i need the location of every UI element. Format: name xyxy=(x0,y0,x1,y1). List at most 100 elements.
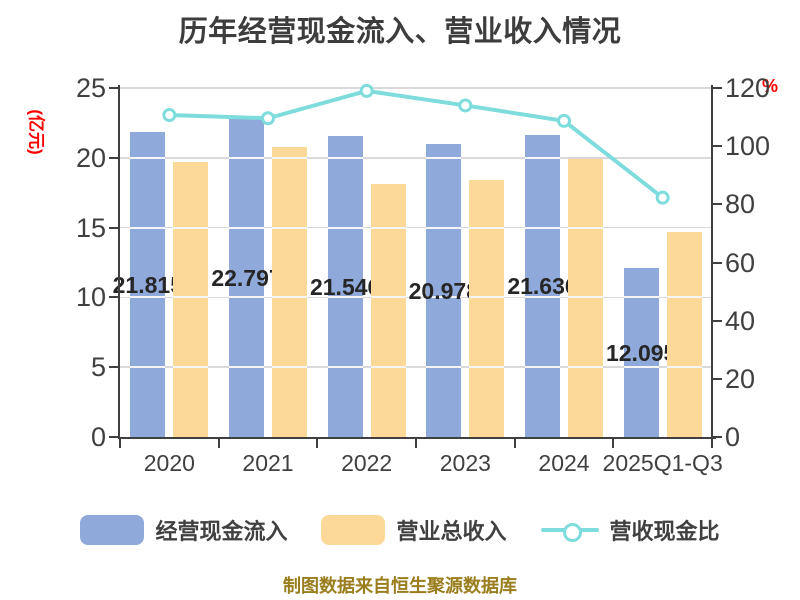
bar-cash-inflow-2025Q1-Q3[interactable] xyxy=(623,268,659,437)
right-axis-tick xyxy=(713,87,722,89)
legend-swatch-total-revenue xyxy=(321,515,386,545)
right-axis-tick-label: 120 xyxy=(725,73,771,103)
bar-value-label-2023: 20.978 xyxy=(408,277,479,304)
right-axis-tick-label: 20 xyxy=(725,363,756,394)
right-axis-tick-label: 0 xyxy=(725,422,741,452)
x-axis-tick xyxy=(415,439,417,448)
gridline-over-bar xyxy=(327,226,363,229)
gridline-over-bar xyxy=(130,366,166,369)
left-axis-tick xyxy=(109,87,118,89)
right-axis-tick-label: 100 xyxy=(725,131,771,162)
left-axis-tick xyxy=(109,156,118,159)
gridline-over-bar xyxy=(426,366,462,369)
left-axis-tick xyxy=(109,366,118,369)
gridline-over-bar xyxy=(173,226,209,229)
x-axis-tick xyxy=(217,439,220,448)
gridline-over-bar xyxy=(370,296,406,299)
gridline-over-bar xyxy=(327,156,363,159)
ratio-marker-2025Q1-Q3[interactable] xyxy=(655,190,670,205)
legend-line-marker-icon xyxy=(540,515,599,545)
gridline-over-bar xyxy=(426,226,462,229)
ratio-marker-2021[interactable] xyxy=(261,111,275,126)
legend-label-cash-ratio: 营收现金比 xyxy=(609,519,720,544)
left-axis-tick xyxy=(109,296,118,299)
bar-total-revenue-2022[interactable] xyxy=(370,184,406,437)
bar-total-revenue-2023[interactable] xyxy=(469,180,505,437)
gridline-over-bar xyxy=(568,296,603,299)
gridline-over-bar xyxy=(130,226,166,229)
gridline-over-bar xyxy=(426,296,462,299)
gridline xyxy=(120,226,712,229)
x-axis-label-2024: 2024 xyxy=(538,450,590,476)
bar-total-revenue-2020[interactable] xyxy=(173,161,209,437)
bar-total-revenue-2025Q1-Q3[interactable] xyxy=(666,231,702,437)
ratio-marker-2023[interactable] xyxy=(458,98,473,113)
gridline-over-bar xyxy=(229,366,264,369)
gridline-over-bar xyxy=(525,156,560,159)
bar-total-revenue-2024[interactable] xyxy=(568,159,603,437)
left-axis-tick-label: 15 xyxy=(75,212,106,243)
gridline-over-bar xyxy=(525,226,560,229)
gridline-over-bar xyxy=(130,296,166,299)
legend-swatch-cash-inflow xyxy=(80,515,145,545)
left-axis-tick-label: 10 xyxy=(75,282,106,313)
right-axis-tick-label: 60 xyxy=(725,247,756,278)
bar-value-label-2025Q1-Q3: 12.095 xyxy=(605,339,677,366)
x-axis-tick xyxy=(612,439,615,448)
gridline-over-bar xyxy=(229,156,264,159)
x-axis-tick xyxy=(316,439,319,448)
x-axis-line xyxy=(118,437,716,439)
left-axis-tick xyxy=(109,226,118,229)
x-axis-tick xyxy=(119,439,121,448)
right-axis-tick-label: 80 xyxy=(725,189,756,220)
ratio-marker-2024[interactable] xyxy=(557,113,571,128)
left-axis-tick-label: 0 xyxy=(90,422,106,452)
gridline-over-bar xyxy=(666,296,702,299)
right-axis-tick xyxy=(713,436,722,438)
bar-value-label-2020: 21.815 xyxy=(112,271,183,298)
gridline-over-bar xyxy=(229,296,264,299)
x-axis-label-2021: 2021 xyxy=(242,450,294,476)
gridline-over-bar xyxy=(272,296,307,299)
x-axis-tick xyxy=(513,439,516,448)
right-axis-tick xyxy=(713,319,722,322)
legend-item-cash-ratio[interactable]: 营收现金比 xyxy=(540,514,720,546)
right-axis-tick xyxy=(713,203,722,206)
gridline-over-bar xyxy=(426,156,462,159)
gridline-over-bar xyxy=(623,366,659,369)
gridline-over-bar xyxy=(469,226,505,229)
gridline xyxy=(120,366,712,368)
gridline-over-bar xyxy=(327,366,363,369)
gridline-over-bar xyxy=(370,226,406,229)
legend: 经营现金流入 营业总收入 营收现金比 xyxy=(0,514,800,546)
ratio-marker-2020[interactable] xyxy=(162,108,177,123)
gridline xyxy=(120,157,712,159)
bar-value-label-2022: 21.546 xyxy=(309,273,381,300)
gridline-over-bar xyxy=(272,226,307,229)
gridline-over-bar xyxy=(272,366,307,369)
gridline-over-bar xyxy=(130,156,166,159)
legend-label-cash-inflow: 经营现金流入 xyxy=(155,519,288,544)
gridline-over-bar xyxy=(469,296,505,299)
bar-cash-inflow-2020[interactable] xyxy=(130,132,166,437)
x-axis-label-2025Q1-Q3: 2025Q1-Q3 xyxy=(602,450,723,476)
left-axis-tick xyxy=(109,436,118,438)
data-source-credit: 制图数据来自恒生聚源数据库 xyxy=(283,576,517,596)
gridline-over-bar xyxy=(370,366,406,369)
gridline-over-bar xyxy=(623,296,659,299)
left-axis-line xyxy=(118,85,120,439)
gridline-over-bar xyxy=(272,156,307,159)
legend-item-total-revenue[interactable]: 营业总收入 xyxy=(321,514,507,546)
bar-value-label-2024: 21.636 xyxy=(507,272,578,299)
legend-item-cash-inflow[interactable]: 经营现金流入 xyxy=(80,514,287,546)
legend-label-total-revenue: 营业总收入 xyxy=(396,519,507,544)
right-axis-tick xyxy=(713,261,722,264)
left-axis-tick-label: 20 xyxy=(75,142,106,173)
x-axis-label-2022: 2022 xyxy=(341,450,393,476)
gridline-over-bar xyxy=(327,296,363,299)
bar-value-label-2021: 22.797 xyxy=(211,264,282,291)
right-axis-tick xyxy=(713,145,722,148)
gridline-over-bar xyxy=(525,296,560,299)
